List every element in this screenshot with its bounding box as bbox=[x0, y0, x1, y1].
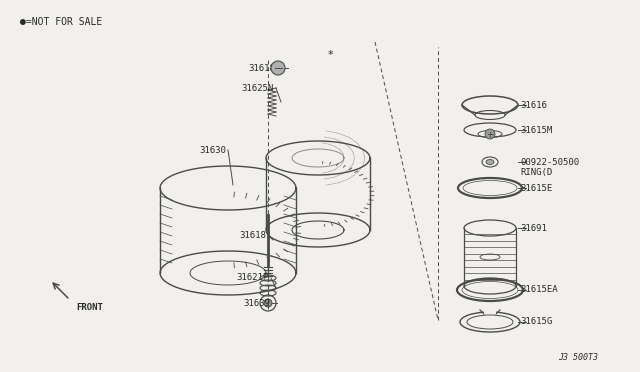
Text: 31615M: 31615M bbox=[520, 125, 552, 135]
Text: 31625N: 31625N bbox=[242, 83, 274, 93]
Circle shape bbox=[264, 299, 272, 307]
Text: *: * bbox=[327, 50, 333, 60]
Text: 31691: 31691 bbox=[520, 224, 547, 232]
Text: 31618B: 31618B bbox=[249, 64, 281, 73]
Text: 31621P: 31621P bbox=[237, 273, 269, 282]
Text: 31618: 31618 bbox=[239, 231, 266, 240]
Circle shape bbox=[271, 61, 285, 75]
Text: FRONT: FRONT bbox=[76, 304, 103, 312]
Text: RING(D: RING(D bbox=[520, 167, 552, 176]
Text: 31639: 31639 bbox=[243, 298, 270, 308]
Text: J3 500T3: J3 500T3 bbox=[558, 353, 598, 362]
Text: 31630: 31630 bbox=[199, 145, 226, 154]
Circle shape bbox=[485, 129, 495, 139]
Text: 00922-50500: 00922-50500 bbox=[520, 157, 579, 167]
Text: 31616: 31616 bbox=[520, 100, 547, 109]
Ellipse shape bbox=[486, 160, 494, 164]
Text: 31615G: 31615G bbox=[520, 317, 552, 327]
Text: 31615EA: 31615EA bbox=[520, 285, 557, 295]
Text: ●=NOT FOR SALE: ●=NOT FOR SALE bbox=[20, 17, 102, 27]
Text: 31615E: 31615E bbox=[520, 183, 552, 192]
